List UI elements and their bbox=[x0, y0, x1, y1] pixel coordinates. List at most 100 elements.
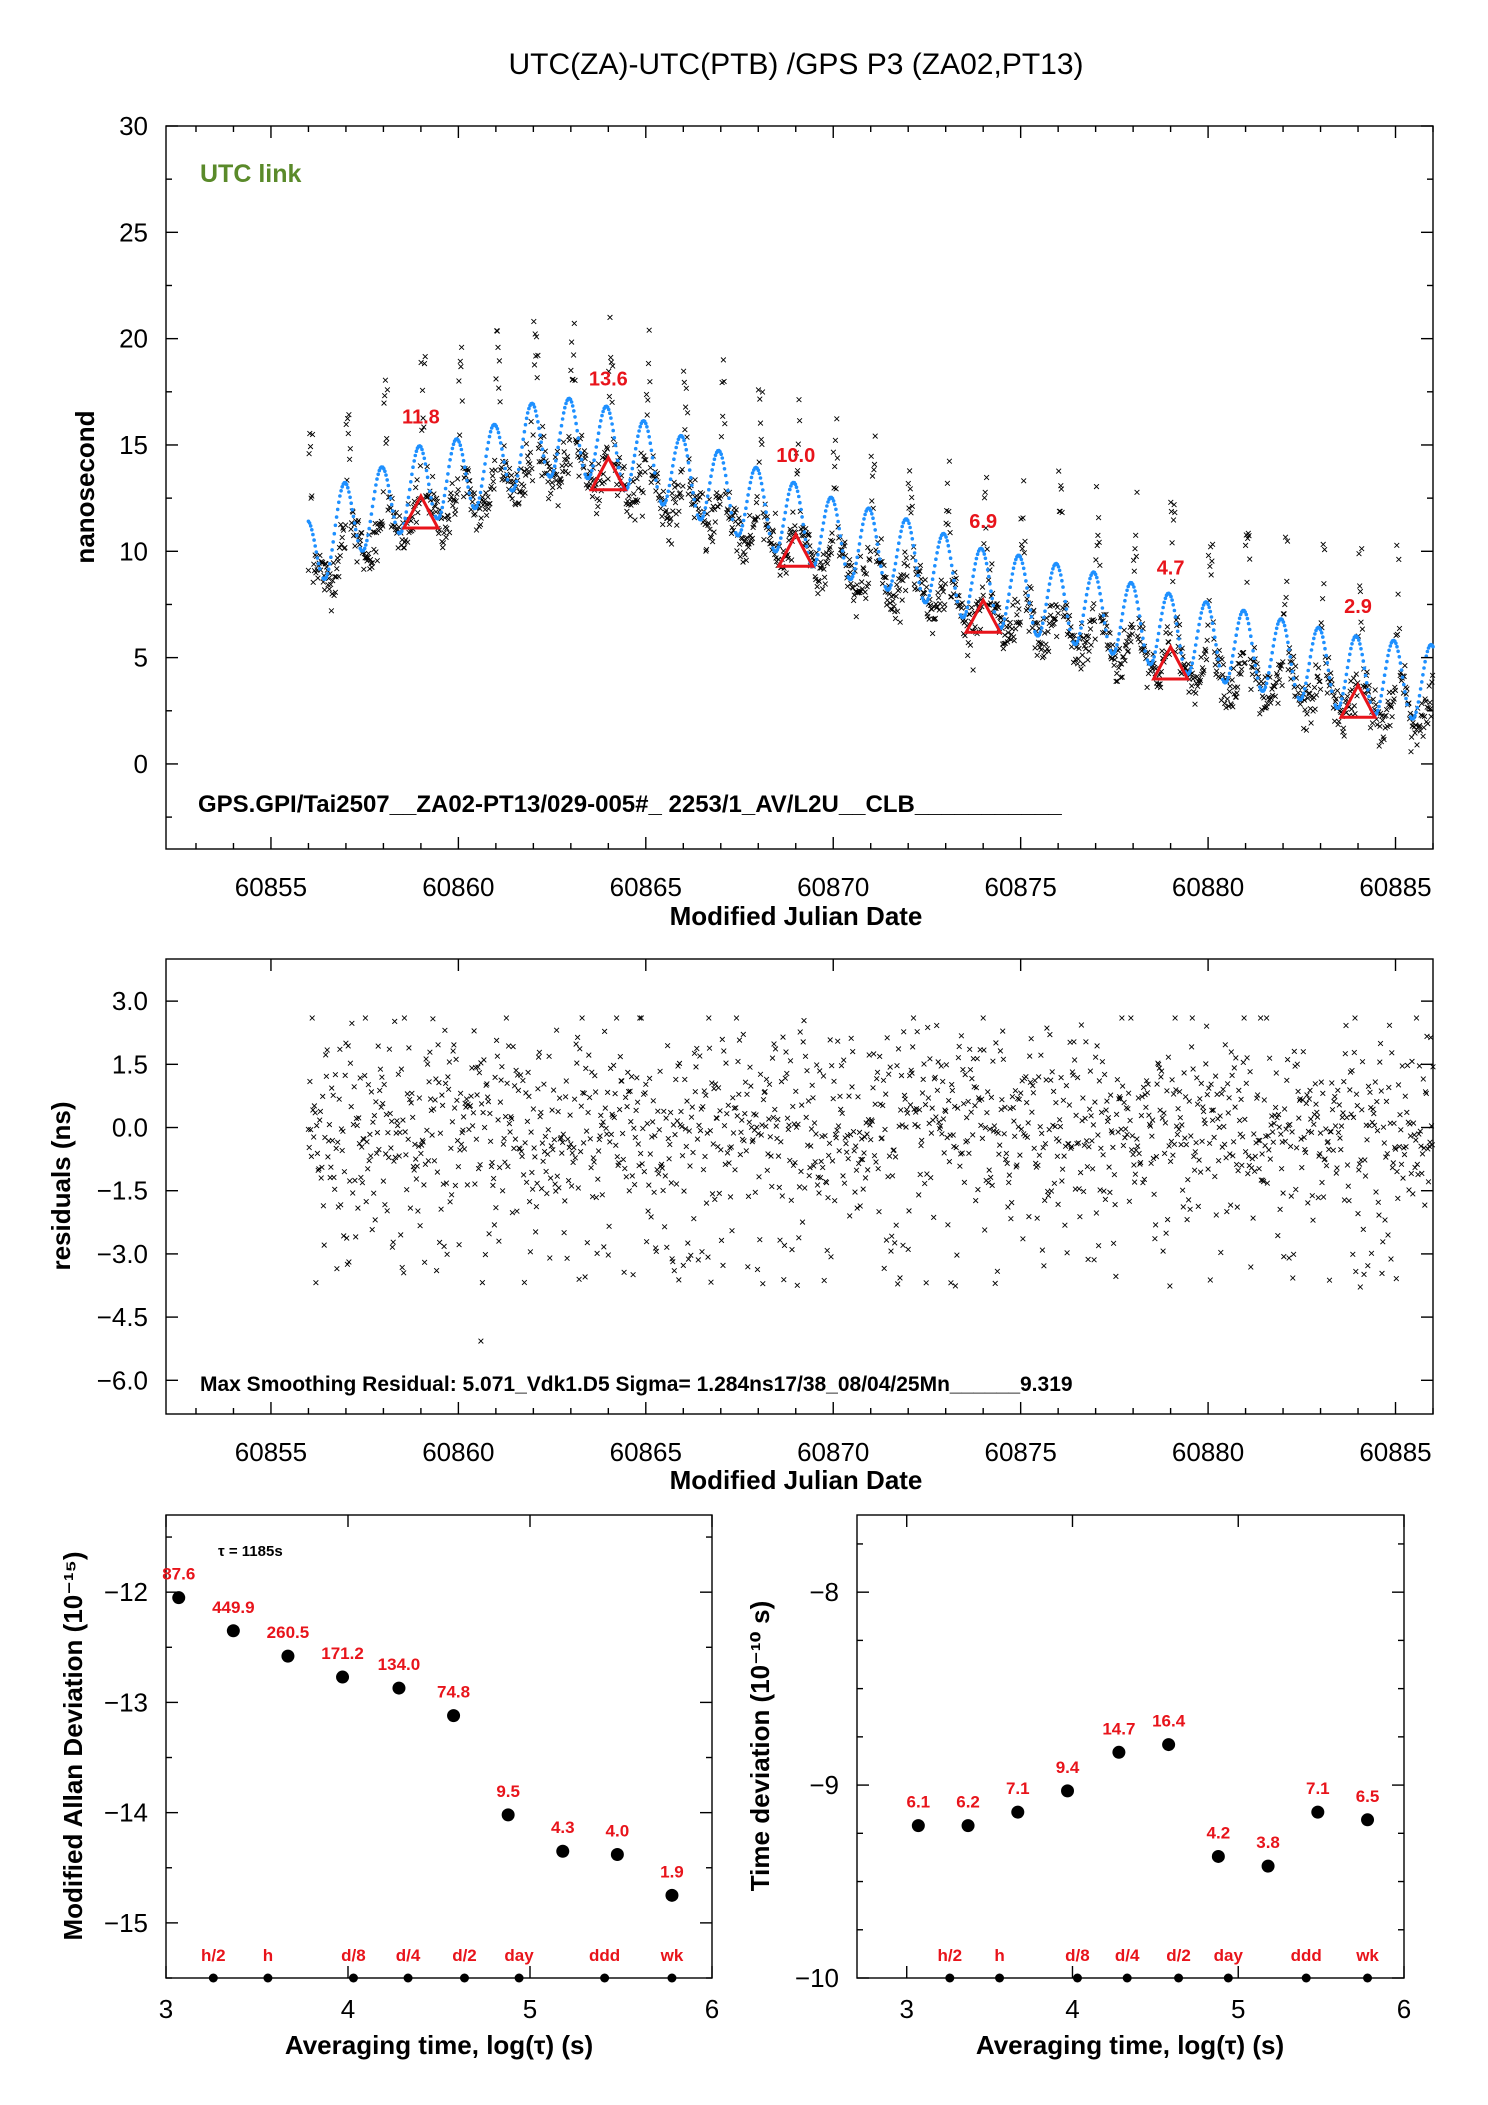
residual-point bbox=[485, 1098, 492, 1105]
residual-point bbox=[555, 1108, 561, 1115]
residual-point bbox=[682, 1076, 688, 1083]
residual-point bbox=[681, 1188, 687, 1194]
residual-point bbox=[767, 1134, 774, 1140]
allan-point-label: 1.9 bbox=[660, 1862, 684, 1881]
residual-point bbox=[558, 1134, 564, 1141]
residual-point bbox=[414, 1163, 420, 1169]
raw-point bbox=[1273, 679, 1279, 685]
residual-point bbox=[448, 1192, 455, 1198]
smooth-curve-point bbox=[1326, 668, 1331, 673]
raw-point bbox=[964, 652, 971, 659]
raw-point bbox=[1117, 660, 1123, 667]
residual-point bbox=[374, 1129, 381, 1136]
residual-point bbox=[1247, 1068, 1253, 1075]
raw-point bbox=[1257, 711, 1263, 717]
raw-point bbox=[684, 434, 690, 440]
residual-point bbox=[1130, 1151, 1136, 1158]
smooth-curve-point bbox=[440, 505, 445, 510]
smooth-curve-point bbox=[1286, 640, 1290, 645]
raw-point bbox=[630, 491, 637, 497]
residual-point bbox=[1362, 1173, 1369, 1179]
residual-point bbox=[963, 1114, 970, 1121]
raw-point bbox=[660, 488, 667, 495]
smooth-curve-point bbox=[725, 481, 729, 485]
residual-point bbox=[1164, 1088, 1170, 1094]
residual-point bbox=[1265, 1132, 1271, 1139]
residual-point bbox=[883, 1237, 890, 1243]
smooth-curve-point bbox=[900, 524, 904, 529]
residual-point bbox=[556, 1185, 562, 1191]
residual-point bbox=[1239, 1162, 1245, 1169]
residual-point bbox=[763, 1076, 770, 1083]
smooth-curve-point bbox=[1330, 689, 1334, 693]
raw-point bbox=[1128, 621, 1135, 628]
residual-point bbox=[731, 1105, 738, 1111]
raw-point bbox=[445, 513, 451, 519]
residual-point bbox=[987, 1126, 993, 1132]
residual-point bbox=[599, 1192, 606, 1198]
residual-point bbox=[1298, 1136, 1304, 1142]
residual-point bbox=[529, 1186, 536, 1192]
residual-point bbox=[1296, 1115, 1302, 1121]
smooth-curve-point bbox=[1265, 676, 1270, 681]
tdev-points: 6.1 6.27.19.414.7 16.44.23.87.1 6.5 bbox=[907, 1712, 1379, 1873]
residual-point bbox=[1039, 1247, 1046, 1253]
smooth-curve-point bbox=[748, 480, 753, 485]
residual-point bbox=[924, 1024, 931, 1031]
raw-point bbox=[1119, 674, 1125, 680]
smooth-curve-point bbox=[438, 513, 442, 518]
residual-point bbox=[929, 1105, 935, 1111]
smooth-curve-point bbox=[1080, 620, 1084, 624]
residual-point bbox=[391, 1018, 398, 1025]
residual-point bbox=[1024, 1134, 1031, 1141]
smooth-curve-point bbox=[1388, 644, 1393, 648]
raw-point bbox=[742, 552, 748, 558]
residual-point bbox=[313, 1279, 319, 1286]
residual-point bbox=[1023, 1073, 1029, 1080]
smooth-curve-point bbox=[1180, 657, 1184, 661]
residual-point bbox=[1240, 1059, 1247, 1066]
raw-point bbox=[1236, 670, 1242, 677]
residual-point bbox=[562, 1198, 568, 1204]
raw-point bbox=[659, 521, 666, 528]
smooth-curve-point bbox=[969, 587, 973, 592]
raw-point bbox=[1334, 687, 1341, 694]
tdev-interval-dot bbox=[1174, 1973, 1184, 1983]
smooth-curve-point bbox=[793, 482, 798, 487]
residual-point bbox=[1341, 1078, 1347, 1085]
raw-point bbox=[385, 507, 391, 513]
residual-point bbox=[1211, 1134, 1217, 1141]
residual-point bbox=[686, 1128, 693, 1134]
raw-point bbox=[1394, 631, 1401, 638]
smooth-curve-point bbox=[693, 503, 698, 508]
residual-point bbox=[778, 1139, 784, 1145]
smooth-curve-point bbox=[728, 503, 732, 508]
residual-point bbox=[1210, 1107, 1217, 1113]
raw-point bbox=[404, 539, 411, 545]
residual-point bbox=[1299, 1164, 1305, 1171]
smooth-curve-point bbox=[1136, 607, 1141, 611]
smooth-curve-point bbox=[480, 477, 485, 481]
smooth-curve-point bbox=[1340, 697, 1344, 701]
smooth-curve-point bbox=[816, 552, 820, 557]
residual-point bbox=[909, 1070, 915, 1076]
residual-point bbox=[591, 1159, 597, 1165]
raw-point bbox=[337, 552, 343, 559]
residual-point bbox=[648, 1214, 654, 1220]
residual-point bbox=[568, 1183, 575, 1189]
raw-point bbox=[671, 479, 677, 486]
tdev-point bbox=[1011, 1805, 1025, 1819]
smooth-curve-point bbox=[776, 545, 781, 549]
residual-point bbox=[1196, 1157, 1202, 1163]
raw-point bbox=[614, 492, 621, 499]
allan-point bbox=[501, 1808, 515, 1822]
residual-point bbox=[634, 1099, 641, 1105]
middle-x-tick-label: 60855 bbox=[235, 1437, 307, 1467]
smooth-curve-point bbox=[784, 504, 789, 508]
residual-point bbox=[480, 1109, 486, 1116]
residual-point bbox=[696, 1122, 702, 1129]
residual-point bbox=[962, 1071, 968, 1078]
smooth-curve-point bbox=[578, 451, 583, 455]
residual-point bbox=[1280, 1190, 1286, 1196]
